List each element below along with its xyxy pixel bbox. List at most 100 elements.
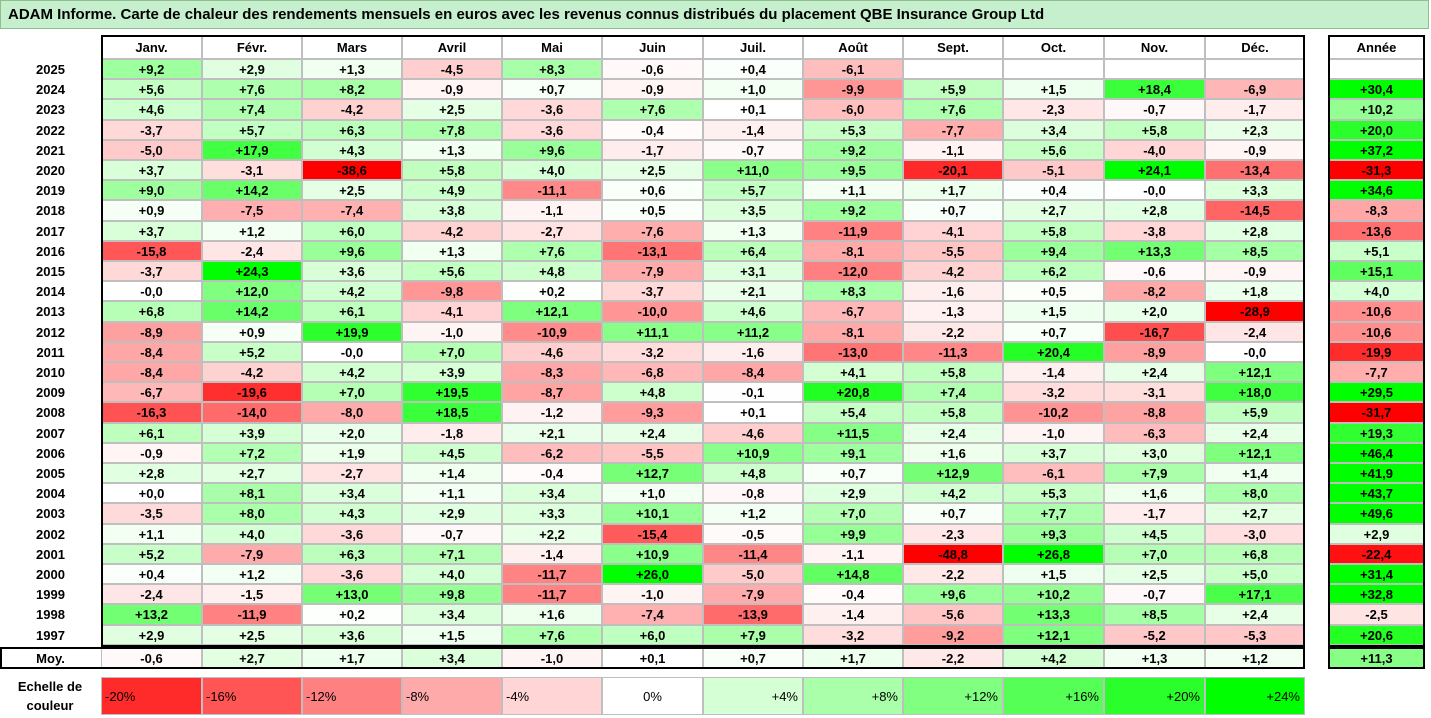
year-label: 2023	[36, 102, 65, 117]
year-label: 2010	[36, 364, 65, 380]
heatmap-cell: +10,2	[1003, 584, 1104, 604]
heatmap-cell: +24,3	[202, 261, 302, 281]
heatmap-cell: +5,2	[101, 544, 202, 564]
heatmap-cell: +14,2	[202, 301, 302, 322]
heatmap-cell: +7,4	[202, 99, 302, 120]
heatmap-cell: -13,1	[602, 241, 703, 261]
annual-cell: +30,4	[1328, 79, 1425, 99]
heatmap-cell: +1,1	[803, 180, 903, 200]
heatmap-cell: -2,4	[1205, 322, 1305, 342]
heatmap-cell: -5,5	[602, 443, 703, 463]
heatmap-cell: +3,1	[703, 261, 803, 281]
heatmap-cell: -11,7	[502, 584, 602, 604]
average-cell: +1,3	[1104, 647, 1205, 669]
year-label: 2013	[36, 304, 65, 319]
month-header: Avril	[402, 35, 502, 59]
heatmap-cell: -8,0	[302, 402, 402, 423]
month-header: Mai	[502, 35, 602, 59]
heatmap-cell	[1003, 59, 1104, 79]
heatmap-cell: -0,7	[1104, 584, 1205, 604]
heatmap-cell: +1,3	[402, 241, 502, 261]
month-header: Févr.	[202, 35, 302, 59]
heatmap-cell: +4,8	[703, 463, 803, 483]
annual-cell: -10,6	[1328, 301, 1425, 322]
average-cell: -1,0	[502, 647, 602, 669]
heatmap-cell: +3,8	[402, 200, 502, 221]
year-label: 2007	[36, 425, 65, 441]
year-label: 2021	[36, 142, 65, 158]
heatmap-cell: +7,6	[502, 625, 602, 645]
month-header: Août	[803, 35, 903, 59]
heatmap-cell: -11,1	[502, 180, 602, 200]
heatmap-cell: +0,0	[101, 483, 202, 503]
heatmap-cell: -1,7	[602, 140, 703, 160]
heatmap-cell: +6,0	[602, 625, 703, 645]
heatmap-cell: -6,1	[803, 59, 903, 79]
heatmap-cell: -4,6	[502, 342, 602, 362]
heatmap-cell: -8,2	[1104, 281, 1205, 301]
month-header: Déc.	[1205, 35, 1305, 59]
heatmap-cell: -1,5	[202, 584, 302, 604]
heatmap-cell: +0,2	[302, 604, 402, 625]
annual-cell: -10,6	[1328, 322, 1425, 342]
heatmap-cell: +1,4	[1205, 463, 1305, 483]
heatmap-cell: +4,8	[602, 382, 703, 402]
heatmap-cell: -3,5	[101, 503, 202, 524]
heatmap-cell: +5,9	[903, 79, 1003, 99]
heatmap-cell: -8,9	[1104, 342, 1205, 362]
heatmap-cell: -20,1	[903, 160, 1003, 180]
heatmap-cell: -0,4	[502, 463, 602, 483]
heatmap-cell: +6,8	[101, 301, 202, 322]
heatmap-cell: +7,6	[602, 99, 703, 120]
heatmap-cell: +9,5	[803, 160, 903, 180]
heatmap-cell: +8,1	[202, 483, 302, 503]
heatmap-cell: +3,7	[101, 160, 202, 180]
heatmap-cell: +4,6	[101, 99, 202, 120]
heatmap-cell	[1104, 59, 1205, 79]
heatmap-cell: +4,2	[302, 362, 402, 382]
heatmap-cell: -9,9	[803, 79, 903, 99]
month-header: Juin	[602, 35, 703, 59]
heatmap-cell: -8,4	[101, 362, 202, 382]
heatmap-cell: -4,2	[202, 362, 302, 382]
heatmap-cell: +2,4	[1205, 604, 1305, 625]
heatmap-cell: +1,0	[602, 483, 703, 503]
heatmap-cell: -10,2	[1003, 402, 1104, 423]
heatmap-cell: +1,6	[1104, 483, 1205, 503]
heatmap-cell: -0,7	[703, 140, 803, 160]
heatmap-cell: +7,0	[1104, 544, 1205, 564]
heatmap-cell: +8,3	[803, 281, 903, 301]
heatmap-cell: -9,2	[903, 625, 1003, 645]
heatmap-cell: -3,1	[1104, 382, 1205, 402]
heatmap-cell: +9,2	[803, 140, 903, 160]
annual-cell: +32,8	[1328, 584, 1425, 604]
heatmap-cell: -0,0	[101, 281, 202, 301]
month-header: Oct.	[1003, 35, 1104, 59]
heatmap-cell: -6,0	[803, 99, 903, 120]
heatmap-cell: -6,7	[803, 301, 903, 322]
heatmap-cell: -7,9	[602, 261, 703, 281]
heatmap-cell: -6,8	[602, 362, 703, 382]
heatmap-cell: +0,5	[602, 200, 703, 221]
heatmap-cell: -19,6	[202, 382, 302, 402]
heatmap-cell: -0,9	[1205, 261, 1305, 281]
heatmap-cell: +6,0	[302, 221, 402, 241]
heatmap-cell: +1,5	[1003, 301, 1104, 322]
heatmap-cell: -7,9	[202, 544, 302, 564]
year-label: 2011	[36, 344, 65, 360]
year-label: 2001	[36, 546, 65, 562]
heatmap-cell: -7,9	[703, 584, 803, 604]
heatmap-cell: -1,0	[402, 322, 502, 342]
annual-cell: +31,4	[1328, 564, 1425, 584]
heatmap-cell: -11,4	[703, 544, 803, 564]
heatmap-cell: +3,7	[101, 221, 202, 241]
heatmap-cell: +12,0	[202, 281, 302, 301]
chart-title: ADAM Informe. Carte de chaleur des rende…	[0, 0, 1429, 29]
heatmap-cell: -0,0	[1104, 180, 1205, 200]
average-cell: +2,7	[202, 647, 302, 669]
heatmap-cell: -5,2	[1104, 625, 1205, 645]
heatmap-cell: +1,3	[402, 140, 502, 160]
year-column-header: Année	[1328, 35, 1425, 59]
heatmap-cell: +26,0	[602, 564, 703, 584]
heatmap-cell: +6,3	[302, 544, 402, 564]
